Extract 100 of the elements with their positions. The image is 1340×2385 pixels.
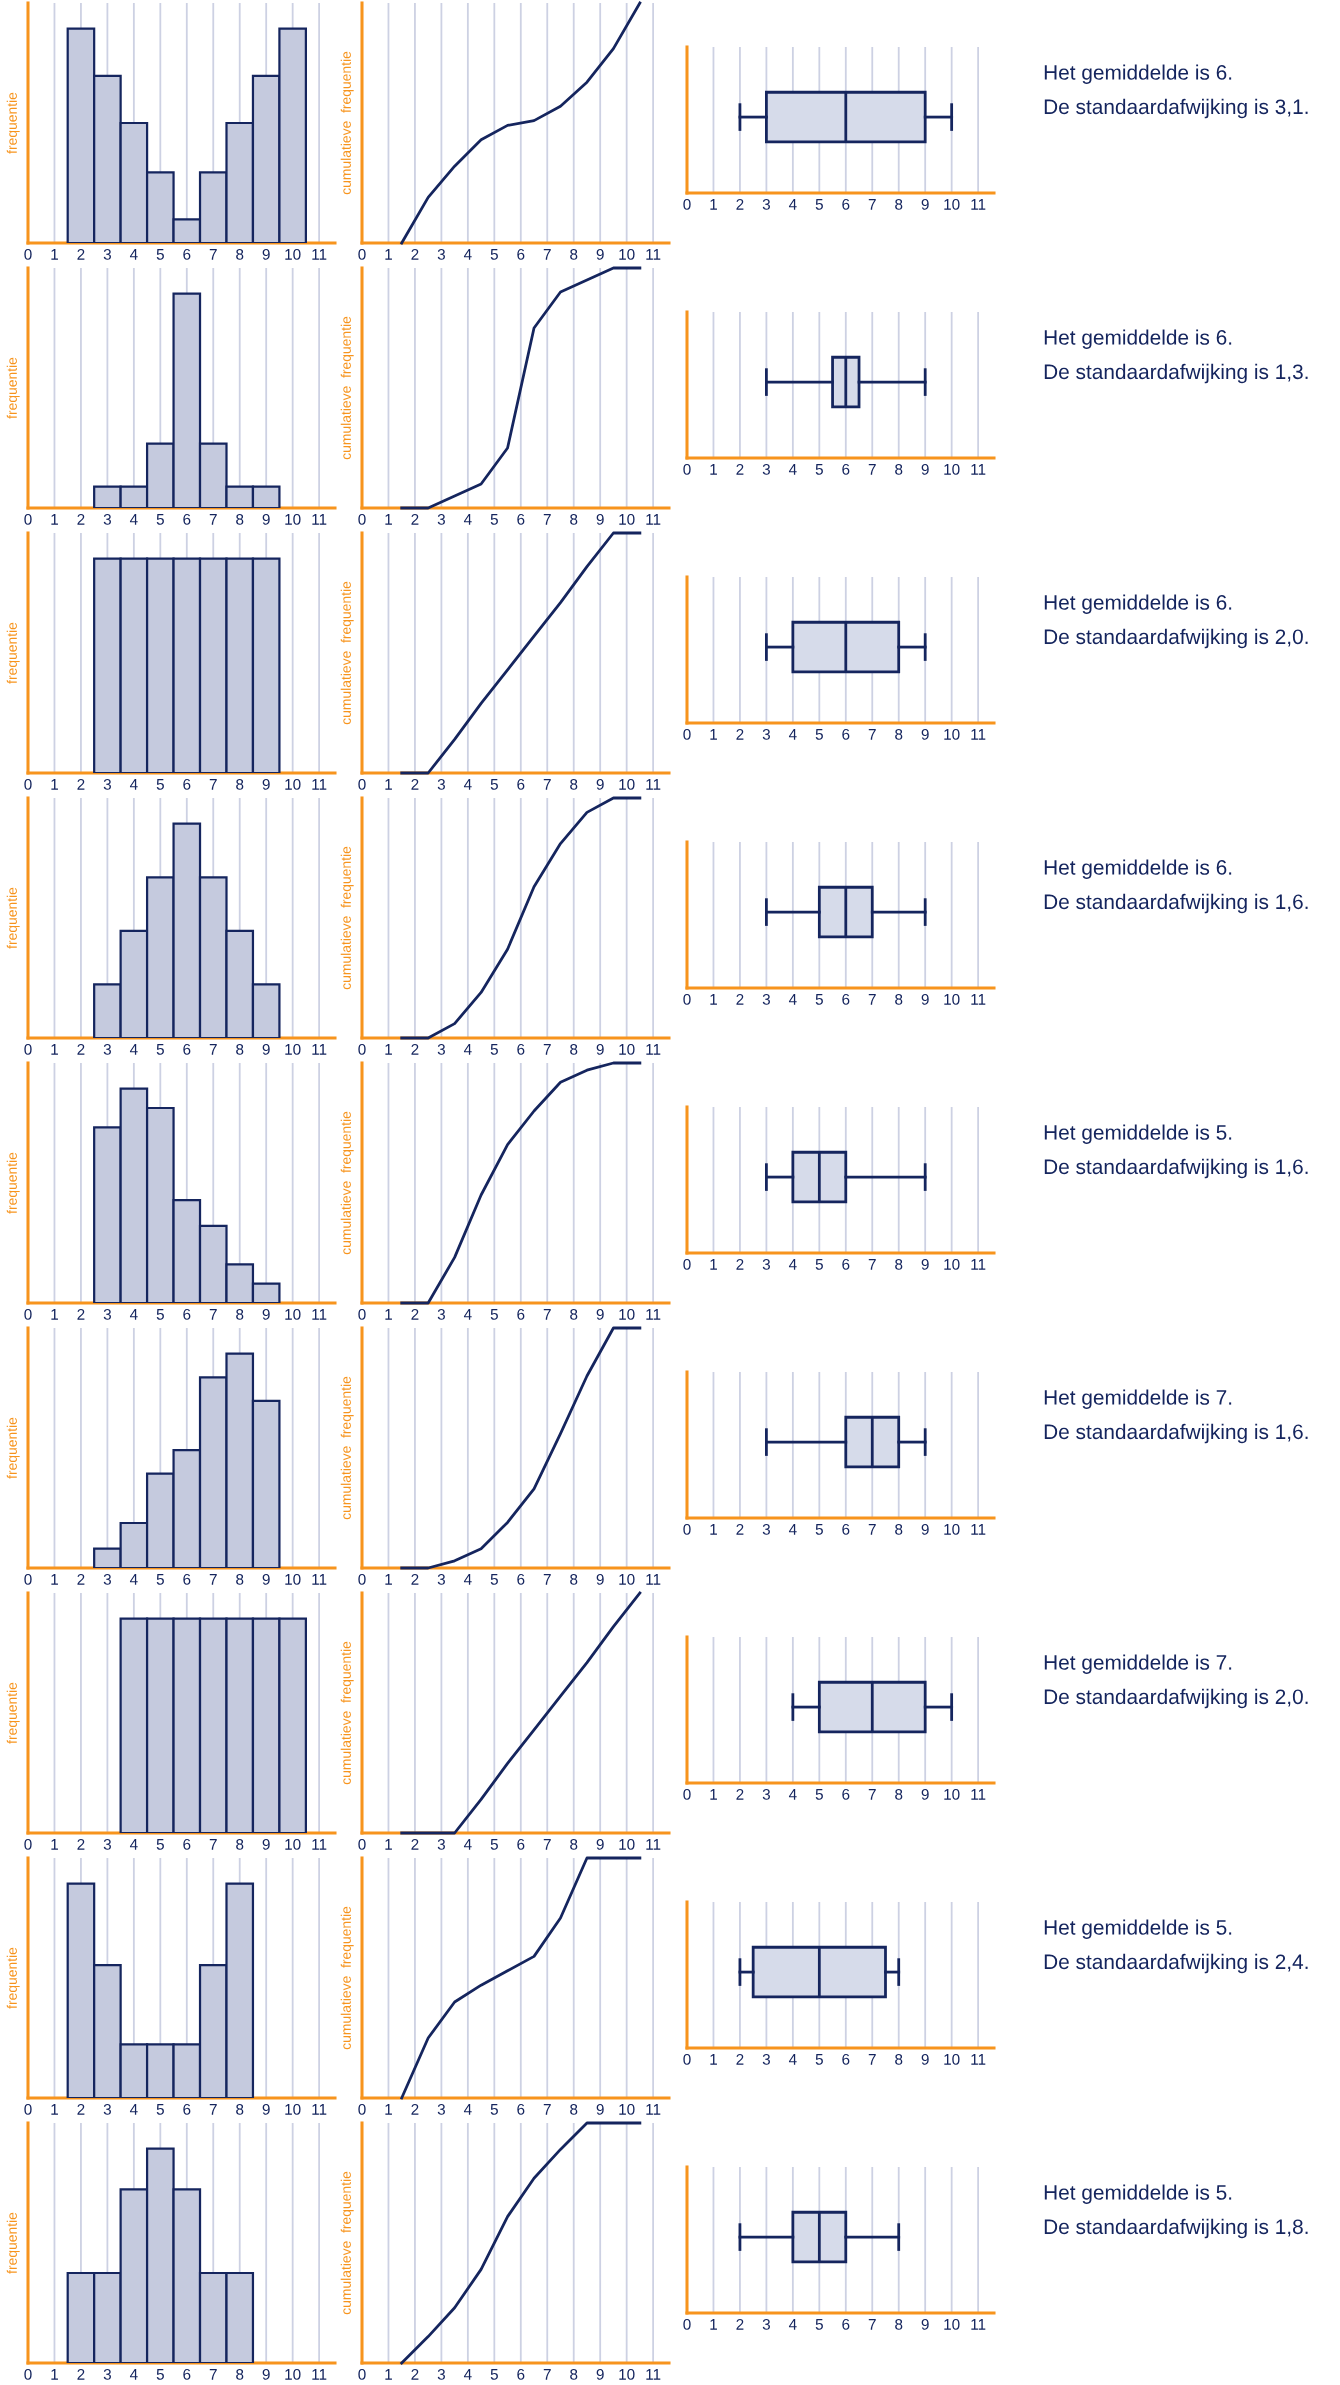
x-tick-label: 1	[710, 729, 717, 740]
x-tick-label: 7	[209, 779, 217, 790]
x-tick-label: 8	[570, 1573, 578, 1585]
x-tick-label: 0	[683, 1788, 691, 1800]
x-tick-label: 2	[411, 513, 419, 525]
x-tick-label: 9	[921, 463, 929, 475]
x-tick-label: 2	[77, 1308, 85, 1320]
x-tick-label: 9	[262, 1838, 270, 1850]
x-tick-label: 8	[895, 993, 903, 1005]
x-tick-label: 0	[24, 1573, 32, 1585]
x-tick-label: 6	[842, 1788, 850, 1800]
x-tick-label: 11	[312, 779, 327, 790]
x-tick-label: 7	[209, 1044, 217, 1055]
x-tick-label: 4	[788, 2319, 797, 2330]
x-tick-label: 2	[411, 1043, 419, 1055]
x-tick-label: 9	[596, 1308, 604, 1320]
y-axis-title: cumulatieve frequentie	[340, 1376, 354, 1520]
text: Het gemiddelde is 6.	[1044, 594, 1232, 614]
x-tick-label: 11	[971, 1789, 986, 1800]
x-tick-label: 3	[762, 2318, 770, 2330]
x-tick-label: 3	[762, 728, 770, 740]
y-axis-title: cumulatieve frequentie	[340, 1641, 354, 1785]
x-tick-label: 6	[183, 1043, 191, 1055]
x-tick-label: 5	[815, 1524, 823, 1535]
x-tick-label: 11	[971, 1259, 986, 1270]
y-axis-title: frequentie	[6, 1417, 20, 1479]
x-tick-label: 4	[788, 199, 797, 210]
x-tick-label: 0	[683, 1523, 691, 1535]
x-tick-label: 1	[385, 2369, 392, 2380]
x-tick-label: 10	[285, 1838, 301, 1850]
x-tick-label: 0	[683, 198, 691, 210]
x-tick-label: 11	[646, 1044, 661, 1055]
x-tick-label: 5	[815, 1789, 823, 1800]
x-tick-label: 1	[385, 2104, 392, 2115]
x-tick-label: 8	[236, 1043, 244, 1055]
x-tick-label: 7	[868, 464, 876, 475]
x-tick-label: 8	[895, 2053, 903, 2065]
x-tick-label: 2	[736, 463, 744, 475]
x-tick-label: 3	[437, 513, 445, 525]
x-tick-label: 6	[183, 778, 191, 790]
x-tick-label: 2	[736, 2318, 744, 2330]
x-tick-label: 7	[543, 1044, 551, 1055]
x-tick-label: 9	[921, 2318, 929, 2330]
x-tick-label: 5	[490, 249, 498, 260]
x-tick-label: 0	[24, 1043, 32, 1055]
x-tick-label: 2	[736, 1523, 744, 1535]
x-tick-label: 6	[183, 1838, 191, 1850]
x-tick-label: 8	[570, 2368, 578, 2380]
x-tick-label: 1	[51, 1839, 58, 1850]
x-tick-label: 5	[490, 1839, 498, 1850]
y-axis-title: frequentie	[6, 622, 20, 684]
x-tick-label: 10	[285, 2103, 301, 2115]
x-tick-label: 11	[971, 994, 986, 1005]
x-tick-label: 11	[646, 249, 661, 260]
x-tick-label: 9	[921, 1788, 929, 1800]
x-tick-label: 11	[312, 2104, 327, 2115]
x-tick-label: 9	[262, 248, 270, 260]
x-tick-label: 4	[788, 1259, 797, 1270]
x-tick-label: 3	[437, 1573, 445, 1585]
x-tick-label: 2	[77, 1043, 85, 1055]
x-tick-label: 5	[156, 1574, 164, 1585]
x-tick-label: 0	[683, 993, 691, 1005]
x-tick-label: 2	[77, 1838, 85, 1850]
x-tick-label: 6	[517, 2368, 525, 2380]
x-tick-label: 11	[971, 2319, 986, 2330]
text: De standaardafwijking is 1,6.	[1044, 1158, 1308, 1179]
x-tick-label: 5	[490, 514, 498, 525]
x-tick-label: 2	[411, 2368, 419, 2380]
x-tick-label: 7	[209, 2104, 217, 2115]
x-tick-label: 3	[437, 2103, 445, 2115]
x-tick-label: 9	[596, 778, 604, 790]
x-tick-label: 9	[921, 198, 929, 210]
x-tick-label: 6	[517, 1838, 525, 1850]
x-tick-label: 10	[285, 248, 301, 260]
x-tick-label: 10	[285, 513, 301, 525]
x-tick-label: 4	[463, 1839, 472, 1850]
x-tick-label: 10	[944, 728, 960, 740]
x-tick-label: 7	[868, 994, 876, 1005]
x-tick-label: 1	[710, 1524, 717, 1535]
x-tick-label: 5	[490, 2104, 498, 2115]
x-tick-label: 0	[358, 248, 366, 260]
x-tick-label: 11	[646, 2104, 661, 2115]
x-tick-label: 7	[543, 1839, 551, 1850]
x-tick-label: 1	[385, 1044, 392, 1055]
x-tick-label: 1	[710, 199, 717, 210]
x-tick-label: 9	[596, 513, 604, 525]
x-tick-label: 10	[619, 1043, 635, 1055]
x-tick-label: 4	[129, 514, 138, 525]
x-tick-label: 9	[262, 513, 270, 525]
x-tick-label: 4	[788, 1524, 797, 1535]
text: Het gemiddelde is 7.	[1044, 1389, 1232, 1409]
x-tick-label: 2	[77, 2368, 85, 2380]
x-tick-label: 5	[815, 1259, 823, 1270]
x-tick-label: 6	[517, 778, 525, 790]
x-tick-label: 7	[868, 1789, 876, 1800]
x-tick-label: 9	[262, 2103, 270, 2115]
x-tick-label: 11	[312, 1839, 327, 1850]
x-tick-label: 3	[103, 1043, 111, 1055]
x-tick-label: 0	[683, 463, 691, 475]
x-tick-label: 4	[129, 1574, 138, 1585]
